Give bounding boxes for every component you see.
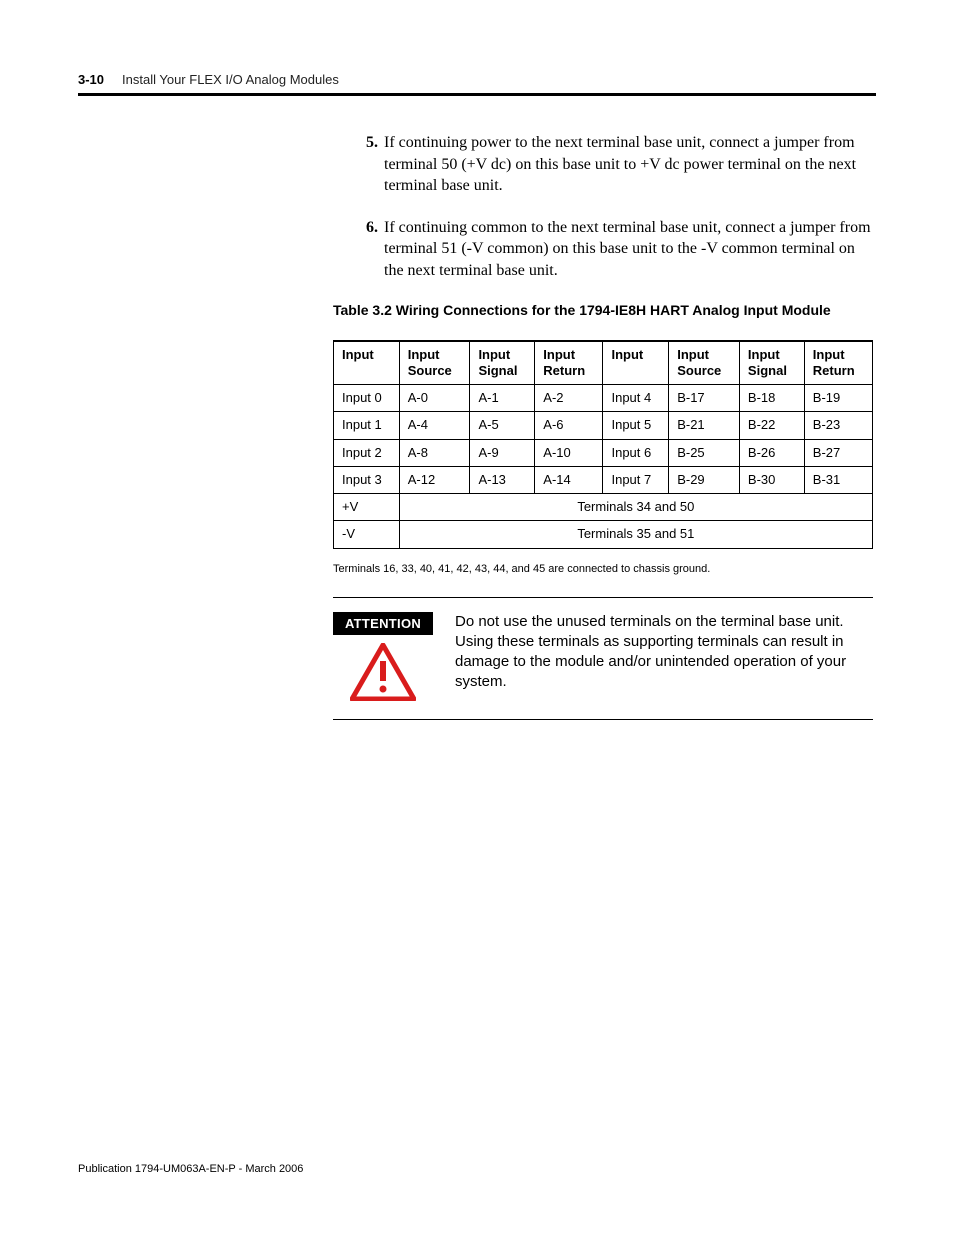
cell: B-22 <box>739 412 804 439</box>
cell: B-25 <box>669 439 740 466</box>
cell: B-19 <box>804 385 872 412</box>
cell: A-5 <box>470 412 535 439</box>
cell: Input 1 <box>334 412 400 439</box>
table-row: Input 2 A-8 A-9 A-10 Input 6 B-25 B-26 B… <box>334 439 873 466</box>
step-number: 6. <box>356 217 378 282</box>
cell: B-26 <box>739 439 804 466</box>
cell: B-23 <box>804 412 872 439</box>
cell: A-1 <box>470 385 535 412</box>
page-header: 3-10 Install Your FLEX I/O Analog Module… <box>78 72 876 87</box>
cell: B-27 <box>804 439 872 466</box>
col-header: InputSignal <box>470 341 535 385</box>
cell: Input 2 <box>334 439 400 466</box>
table-header-row: Input InputSource InputSignal InputRetur… <box>334 341 873 385</box>
cell: A-13 <box>470 466 535 493</box>
cell: A-12 <box>399 466 470 493</box>
steps-column: 5. If continuing power to the next termi… <box>356 132 876 282</box>
cell: B-29 <box>669 466 740 493</box>
col-header: InputSource <box>399 341 470 385</box>
table-footnote: Terminals 16, 33, 40, 41, 42, 43, 44, an… <box>333 563 873 575</box>
span-cell: Terminals 35 and 51 <box>399 521 872 548</box>
cell: A-0 <box>399 385 470 412</box>
step-item: 5. If continuing power to the next termi… <box>356 132 876 197</box>
step-text: If continuing common to the next termina… <box>384 217 876 282</box>
col-header: InputReturn <box>804 341 872 385</box>
step-number: 5. <box>356 132 378 197</box>
cell: Input 6 <box>603 439 669 466</box>
attention-label: ATTENTION <box>333 612 433 635</box>
cell: Input 7 <box>603 466 669 493</box>
cell: Input 3 <box>334 466 400 493</box>
step-text: If continuing power to the next terminal… <box>384 132 876 197</box>
col-header: InputSignal <box>739 341 804 385</box>
cell: B-18 <box>739 385 804 412</box>
table-row: Input 3 A-12 A-13 A-14 Input 7 B-29 B-30… <box>334 466 873 493</box>
col-header: Input <box>334 341 400 385</box>
cell: A-9 <box>470 439 535 466</box>
cell: B-31 <box>804 466 872 493</box>
col-header: InputSource <box>669 341 740 385</box>
section-rule <box>333 719 873 720</box>
cell: -V <box>334 521 400 548</box>
step-item: 6. If continuing common to the next term… <box>356 217 876 282</box>
table-span-row: +V Terminals 34 and 50 <box>334 494 873 521</box>
cell: B-30 <box>739 466 804 493</box>
cell: A-8 <box>399 439 470 466</box>
attention-block: ATTENTION Do not use the unused terminal… <box>333 612 873 701</box>
cell: A-14 <box>535 466 603 493</box>
cell: A-6 <box>535 412 603 439</box>
attention-warning-icon <box>350 643 416 701</box>
cell: +V <box>334 494 400 521</box>
attention-text: Do not use the unused terminals on the t… <box>455 612 873 693</box>
attention-left: ATTENTION <box>333 612 433 701</box>
page-footer: Publication 1794-UM063A-EN-P - March 200… <box>78 1163 303 1175</box>
page-title: Install Your FLEX I/O Analog Modules <box>122 72 339 87</box>
cell: B-17 <box>669 385 740 412</box>
span-cell: Terminals 34 and 50 <box>399 494 872 521</box>
col-header: InputReturn <box>535 341 603 385</box>
cell: A-2 <box>535 385 603 412</box>
table-section: Table 3.2 Wiring Connections for the 179… <box>333 302 873 720</box>
cell: Input 5 <box>603 412 669 439</box>
col-header: Input <box>603 341 669 385</box>
header-rule <box>78 93 876 96</box>
step-list: 5. If continuing power to the next termi… <box>356 132 876 282</box>
table-caption: Table 3.2 Wiring Connections for the 179… <box>333 302 873 318</box>
cell: B-21 <box>669 412 740 439</box>
cell: A-4 <box>399 412 470 439</box>
cell: A-10 <box>535 439 603 466</box>
table-row: Input 1 A-4 A-5 A-6 Input 5 B-21 B-22 B-… <box>334 412 873 439</box>
page-number: 3-10 <box>78 72 104 87</box>
table-span-row: -V Terminals 35 and 51 <box>334 521 873 548</box>
cell: Input 0 <box>334 385 400 412</box>
cell: Input 4 <box>603 385 669 412</box>
wiring-table: Input InputSource InputSignal InputRetur… <box>333 340 873 549</box>
table-row: Input 0 A-0 A-1 A-2 Input 4 B-17 B-18 B-… <box>334 385 873 412</box>
section-rule <box>333 597 873 598</box>
